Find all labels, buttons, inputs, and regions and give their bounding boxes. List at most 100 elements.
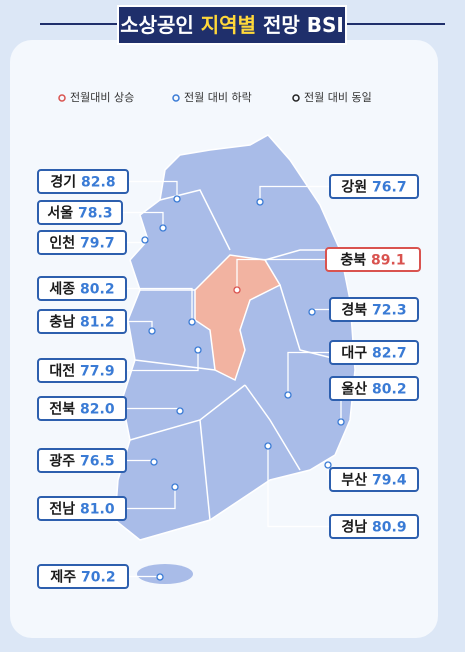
- region-box: [37, 230, 127, 255]
- region-label: 대구 82.7: [341, 346, 406, 362]
- region-value: 79.4: [372, 473, 407, 489]
- region-box: [37, 200, 123, 225]
- legend-dot: [292, 94, 300, 102]
- region-value: 82.8: [81, 175, 116, 191]
- legend-label: 전월대비 상승: [70, 91, 134, 104]
- region-box: [37, 309, 127, 334]
- region-box: [37, 169, 129, 194]
- region-name: 세종: [49, 282, 75, 298]
- region-dot: [233, 286, 241, 294]
- leader-line: [287, 351, 330, 395]
- region-dot: [148, 327, 156, 335]
- leader-line: [126, 487, 176, 510]
- region-name: 제주: [50, 570, 76, 586]
- legend-label: 전월 대비 동일: [304, 90, 372, 104]
- labels: 경기 82.8 서울 78.3 인천 79.7 세종 80.2 충남 81.2 대전 77…: [37, 169, 421, 589]
- region-dot: [150, 458, 158, 466]
- region-label: 세종 80.2: [49, 282, 114, 298]
- region-value: 82.7: [372, 346, 407, 362]
- region-name: 대전: [49, 363, 75, 380]
- region-label: 인천 79.7: [49, 235, 114, 252]
- region-value: 76.7: [372, 180, 407, 196]
- region-value: 80.2: [80, 282, 115, 298]
- region-label: 대전 77.9: [49, 363, 114, 380]
- region-dot: [159, 224, 167, 232]
- region-name: 광주: [49, 453, 75, 470]
- region-label: 광주 76.5: [49, 453, 114, 470]
- region-value: 81.0: [80, 502, 115, 518]
- region-box: [37, 396, 127, 421]
- region-box: [37, 358, 127, 383]
- legend-dot: [58, 94, 66, 102]
- legend: 전월대비 상승 전월 대비 하락 전월 대비 동일: [58, 90, 372, 104]
- region-name: 경남: [341, 519, 367, 536]
- region-box: [329, 376, 419, 401]
- region-name: 경북: [341, 302, 367, 319]
- region-label: 전남 81.0: [49, 501, 114, 518]
- leader-line: [126, 350, 199, 372]
- region-label: 경북 72.3: [341, 302, 406, 319]
- region-name: 충북: [340, 253, 366, 269]
- region-box: [37, 276, 127, 301]
- region-dot: [337, 418, 345, 426]
- region-box: [329, 340, 419, 365]
- region-box: [37, 448, 127, 473]
- region-box: [37, 496, 127, 521]
- leader-line: [128, 575, 161, 578]
- region-dot: [156, 573, 164, 581]
- region-label: 제주 70.2: [50, 570, 115, 586]
- leader-line: [236, 258, 326, 290]
- region-value: 72.3: [372, 303, 407, 319]
- region-name: 대구: [341, 346, 367, 362]
- region-name: 전북: [49, 401, 75, 418]
- region-value: 78.3: [78, 206, 113, 222]
- region-label: 경남 80.9: [341, 519, 406, 536]
- region-dot: [308, 308, 316, 316]
- region-label: 경기 82.8: [50, 174, 115, 191]
- region-value: 80.2: [372, 382, 407, 398]
- region-dot: [171, 483, 179, 491]
- region-name: 서울: [47, 205, 73, 222]
- region-box: [329, 297, 419, 322]
- region-dot: [264, 442, 272, 450]
- region-name: 울산: [341, 381, 367, 398]
- map: [114, 134, 356, 584]
- region-value: 70.2: [81, 570, 116, 586]
- region-value: 77.9: [80, 364, 115, 380]
- region-label: 강원 76.7: [341, 179, 406, 196]
- region-name: 충남: [49, 314, 75, 331]
- region-box: [329, 174, 419, 199]
- region-label: 부산 79.4: [341, 472, 406, 489]
- region-label: 충북 89.1: [340, 253, 405, 269]
- region-dot: [176, 407, 184, 415]
- jeju-island: [137, 564, 193, 584]
- region-box: [329, 467, 419, 492]
- region-value: 79.7: [80, 236, 115, 252]
- region-box: [37, 564, 129, 589]
- region-value: 76.5: [80, 454, 115, 470]
- leader-line: [267, 446, 330, 528]
- title-part: 소상공인: [120, 13, 194, 37]
- region-dot: [141, 236, 149, 244]
- region-name: 전남: [49, 501, 75, 518]
- leader-line: [128, 180, 178, 199]
- leader-line: [122, 211, 164, 228]
- region-box: [329, 514, 419, 539]
- region-label: 충남 81.2: [49, 314, 114, 331]
- legend-label: 전월 대비 하락: [184, 90, 252, 104]
- title-box: [117, 5, 347, 45]
- title-highlight: 지역별: [201, 13, 256, 37]
- region-dot: [256, 198, 264, 206]
- legend-dot: [172, 94, 180, 102]
- title: 소상공인 지역별 전망 BSI: [120, 13, 344, 37]
- region-name: 경기: [50, 174, 76, 191]
- region-label: 전북 82.0: [49, 401, 114, 418]
- region-box: [325, 247, 421, 272]
- region-dot: [324, 461, 332, 469]
- region-value: 80.9: [372, 520, 407, 536]
- region-dot: [194, 346, 202, 354]
- region-dot: [284, 391, 292, 399]
- region-value: 82.0: [80, 402, 115, 418]
